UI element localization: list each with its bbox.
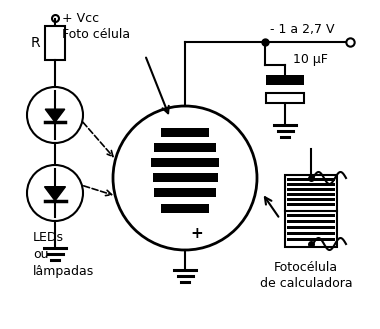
Bar <box>266 75 304 85</box>
Bar <box>266 93 304 103</box>
Bar <box>285 175 337 247</box>
Bar <box>154 188 216 197</box>
Circle shape <box>27 87 83 143</box>
Text: Fotocélula
de calculadora: Fotocélula de calculadora <box>260 261 352 290</box>
Text: 10 μF: 10 μF <box>293 54 328 66</box>
Bar <box>152 173 217 182</box>
Circle shape <box>113 106 257 250</box>
Circle shape <box>27 165 83 221</box>
Polygon shape <box>45 109 65 122</box>
Bar <box>45 26 65 60</box>
Bar <box>287 198 335 201</box>
Text: + Vcc: + Vcc <box>62 12 99 24</box>
Bar <box>154 143 216 152</box>
Bar <box>151 158 219 167</box>
Bar <box>287 178 335 181</box>
Text: - 1 a 2,7 V: - 1 a 2,7 V <box>270 23 335 37</box>
Bar <box>287 214 335 217</box>
Bar <box>287 226 335 229</box>
Text: R: R <box>30 36 40 50</box>
Bar <box>287 183 335 186</box>
Bar <box>287 188 335 191</box>
Bar <box>287 232 335 235</box>
Text: Foto célula: Foto célula <box>62 28 130 40</box>
Polygon shape <box>44 187 65 201</box>
Bar <box>161 204 209 213</box>
Bar <box>287 220 335 223</box>
Text: +: + <box>191 226 203 241</box>
Bar <box>287 203 335 206</box>
Bar <box>287 193 335 196</box>
Bar <box>161 128 209 137</box>
Text: LEDs
ou
lâmpadas: LEDs ou lâmpadas <box>33 231 94 278</box>
Bar <box>287 238 335 241</box>
